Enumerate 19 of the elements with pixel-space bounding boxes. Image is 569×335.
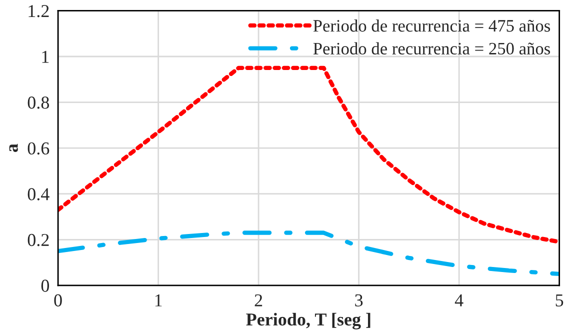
y-tick-label: 0.4 <box>28 188 50 200</box>
x-tick-label: 1 <box>155 294 162 306</box>
legend-label: Periodo de recurrencia = 475 años <box>313 20 550 32</box>
x-axis-title: Periodo, T [seg ] <box>246 312 370 330</box>
y-tick-label: 0.6 <box>28 142 50 155</box>
y-tick-label: 0 <box>41 280 50 292</box>
line-series <box>58 230 560 276</box>
y-tick-label: 1.2 <box>28 5 49 18</box>
legend-label: Periodo de recurrencia = 250 años <box>313 42 550 55</box>
x-tick-label: 3 <box>355 294 363 306</box>
y-tick-label: 0.8 <box>28 96 50 109</box>
line-series <box>58 66 560 244</box>
y-tick-label: 1 <box>42 50 49 63</box>
x-tick-label: 5 <box>556 294 564 306</box>
y-tick-label: 0.2 <box>28 234 49 246</box>
x-tick-label: 0 <box>54 294 62 306</box>
x-tick-label: 4 <box>454 294 464 306</box>
y-axis-title: a <box>9 144 18 152</box>
x-tick-label: 2 <box>254 294 262 306</box>
